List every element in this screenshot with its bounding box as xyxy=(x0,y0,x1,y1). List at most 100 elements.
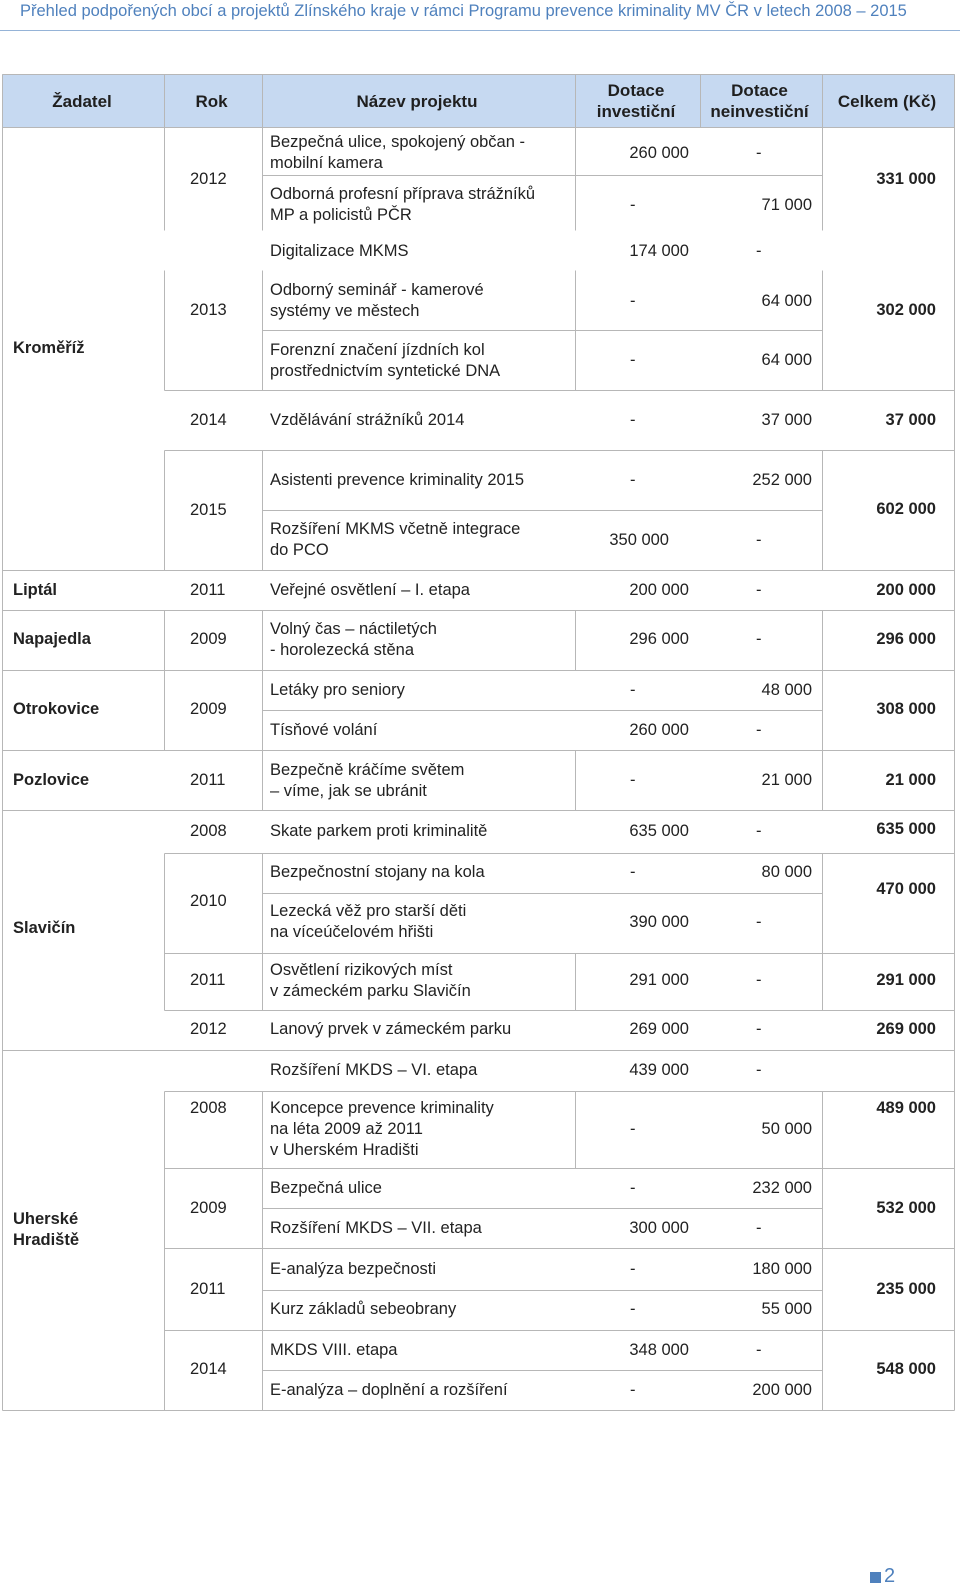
project-cell: Asistenti prevence kriminality 2015 xyxy=(270,471,525,489)
inv-cell: 174 000 xyxy=(629,242,689,260)
project-cell: Lanový prvek v zámeckém parku xyxy=(270,1020,512,1038)
year-cell: 2013 xyxy=(190,301,227,319)
project-cell: Kurz základů sebeobrany xyxy=(270,1300,457,1318)
page-number-marker xyxy=(870,1572,881,1583)
noninv-cell: 64 000 xyxy=(761,292,812,310)
year-cell: 2011 xyxy=(190,1280,226,1298)
inv-cell: - xyxy=(630,681,636,699)
project-cell: E-analýza bezpečnosti xyxy=(270,1260,437,1278)
noninv-cell: - xyxy=(756,1061,762,1079)
table-grid xyxy=(2,74,955,1411)
project-cell: Letáky pro seniory xyxy=(270,681,405,699)
inv-cell: 260 000 xyxy=(629,144,689,162)
year-cell: 2009 xyxy=(190,1199,227,1217)
inv-cell: 260 000 xyxy=(629,721,689,739)
project-cell: Rozšíření MKDS – VI. etapa xyxy=(270,1061,478,1079)
project-cell: Odborná profesní příprava strážníků xyxy=(270,185,536,203)
year-cell: 2014 xyxy=(190,411,227,429)
noninv-cell: - xyxy=(756,971,762,989)
total-cell: 235 000 xyxy=(876,1280,936,1298)
noninv-cell: 180 000 xyxy=(752,1260,812,1278)
applicant-cell: Slavičín xyxy=(13,919,76,937)
noninv-cell: - xyxy=(756,531,762,549)
year-cell: 2011 xyxy=(190,771,226,789)
noninv-cell: 48 000 xyxy=(761,681,812,699)
total-cell: 470 000 xyxy=(876,880,936,898)
year-cell: 2012 xyxy=(190,170,227,188)
header-applicant: Žadatel xyxy=(52,92,112,111)
year-cell: 2012 xyxy=(190,1020,227,1038)
project-cell: Odborný seminář - kamerové xyxy=(270,281,484,299)
inv-cell: 348 000 xyxy=(629,1341,689,1359)
applicant-cell: Uherské xyxy=(13,1210,79,1228)
applicant-cell: Napajedla xyxy=(13,630,91,648)
inv-cell: - xyxy=(630,1381,636,1399)
applicant-cell: Hradiště xyxy=(13,1231,80,1249)
project-cell: MP a policistů PČR xyxy=(270,206,412,224)
total-cell: 302 000 xyxy=(876,301,936,319)
noninv-cell: 252 000 xyxy=(752,471,812,489)
total-cell: 269 000 xyxy=(876,1020,936,1038)
year-cell: 2008 xyxy=(190,1099,227,1117)
inv-cell: 390 000 xyxy=(629,913,689,931)
project-cell: Veřejné osvětlení – I. etapa xyxy=(270,581,470,599)
inv-cell: - xyxy=(630,292,636,310)
noninv-cell: - xyxy=(756,1020,762,1038)
total-cell: 291 000 xyxy=(876,971,936,989)
applicant-cell: Liptál xyxy=(13,581,57,599)
noninv-cell: - xyxy=(756,1219,762,1237)
project-cell: v Uherském Hradišti xyxy=(270,1141,419,1159)
project-cell: – víme, jak se ubránit xyxy=(270,782,427,800)
year-cell: 2009 xyxy=(190,630,227,648)
noninv-cell: 37 000 xyxy=(761,411,812,429)
total-cell: 308 000 xyxy=(876,700,936,718)
header-year: Rok xyxy=(195,92,228,111)
noninv-cell: 21 000 xyxy=(761,771,812,789)
total-cell: 548 000 xyxy=(876,1360,936,1378)
total-cell: 532 000 xyxy=(876,1199,936,1217)
noninv-cell: - xyxy=(756,913,762,931)
total-cell: 21 000 xyxy=(885,771,936,789)
inv-cell: - xyxy=(630,196,636,214)
inv-cell: - xyxy=(630,471,636,489)
header-rule xyxy=(0,30,960,31)
year-cell: 2011 xyxy=(190,971,226,989)
header-noninv-2: neinvestiční xyxy=(710,102,809,121)
inv-cell: 439 000 xyxy=(629,1061,689,1079)
header-project: Název projektu xyxy=(356,92,478,111)
total-cell: 489 000 xyxy=(876,1099,936,1117)
project-cell: MKDS VIII. etapa xyxy=(270,1341,398,1359)
noninv-cell: 232 000 xyxy=(752,1179,812,1197)
noninv-cell: 71 000 xyxy=(761,196,812,214)
project-cell: Vzdělávání strážníků 2014 xyxy=(270,411,465,429)
noninv-cell: - xyxy=(756,1341,762,1359)
total-cell: 200 000 xyxy=(876,581,936,599)
inv-cell: 269 000 xyxy=(629,1020,689,1038)
project-cell: v zámeckém parku Slavičín xyxy=(270,982,471,1000)
inv-cell: - xyxy=(630,863,636,881)
project-cell: Koncepce prevence kriminality xyxy=(270,1099,494,1117)
header-inv-2: investiční xyxy=(596,102,676,121)
project-cell: Tísňové volání xyxy=(270,721,378,739)
inv-cell: - xyxy=(630,351,636,369)
project-cell: Skate parkem proti kriminalitě xyxy=(270,822,488,840)
inv-cell: - xyxy=(630,1120,636,1138)
project-cell: Bezpečná ulice xyxy=(270,1179,382,1197)
noninv-cell: - xyxy=(756,581,762,599)
noninv-cell: - xyxy=(756,630,762,648)
project-cell: do PCO xyxy=(270,541,329,559)
noninv-cell: 50 000 xyxy=(761,1120,812,1138)
table-header-background xyxy=(2,74,955,127)
project-cell: - horolezecká stěna xyxy=(270,641,414,659)
project-cell: Bezpečná ulice, spokojený občan - xyxy=(270,133,525,151)
applicant-cell: Otrokovice xyxy=(13,700,100,718)
year-cell: 2009 xyxy=(190,700,227,718)
inv-cell: - xyxy=(630,771,636,789)
page-number: 2 xyxy=(884,1565,896,1587)
noninv-cell: 55 000 xyxy=(761,1300,812,1318)
year-cell: 2010 xyxy=(190,892,227,910)
header-total: Celkem (Kč) xyxy=(837,92,937,111)
total-cell: 296 000 xyxy=(876,630,936,648)
applicant-cell: Kroměříž xyxy=(13,339,85,357)
project-cell: systémy ve městech xyxy=(270,302,420,320)
